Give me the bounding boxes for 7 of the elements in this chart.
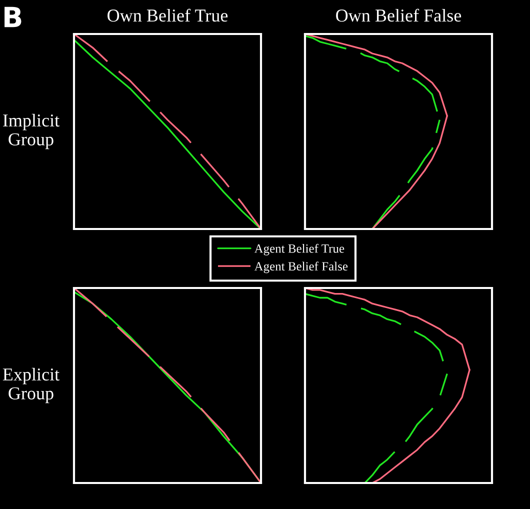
y-axis-title: Explicit Group	[2, 368, 60, 404]
text: B	[4, 6, 22, 28]
chart-title: Own Belief False	[336, 8, 462, 22]
legend-label: Agent Belief False	[254, 262, 348, 274]
chart-title: Own Belief True	[108, 8, 228, 22]
legend-label: Agent Belief True	[254, 244, 344, 256]
y-axis-title: Implicit Group	[3, 114, 60, 150]
